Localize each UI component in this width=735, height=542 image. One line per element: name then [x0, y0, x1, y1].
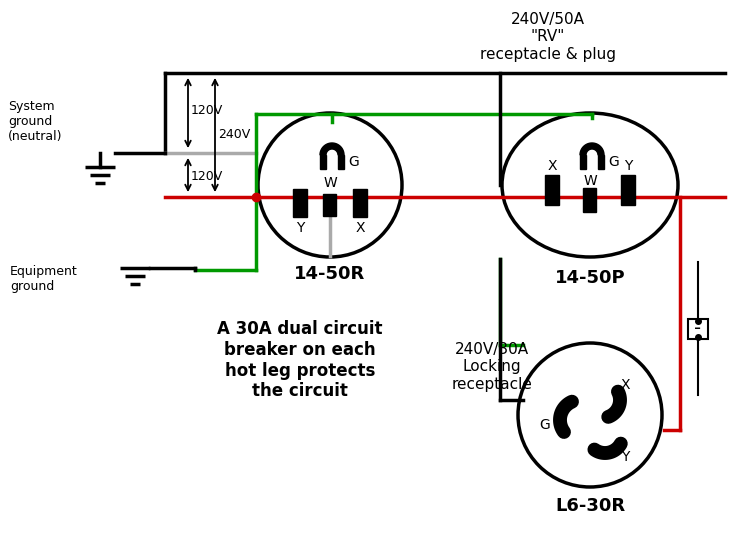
Polygon shape: [320, 155, 326, 169]
Bar: [621, 175, 635, 205]
Circle shape: [518, 343, 662, 487]
Text: 240V/30A
Locking
receptacle: 240V/30A Locking receptacle: [451, 342, 532, 392]
Text: Y: Y: [624, 159, 632, 173]
Polygon shape: [320, 143, 344, 155]
Circle shape: [258, 113, 402, 257]
Text: 14-50R: 14-50R: [295, 265, 365, 283]
Text: 120V: 120V: [191, 171, 223, 184]
Text: X: X: [620, 378, 630, 392]
Text: 14-50P: 14-50P: [555, 269, 625, 287]
Polygon shape: [338, 155, 344, 169]
Text: -: -: [695, 319, 702, 338]
Polygon shape: [580, 155, 586, 169]
Text: G: G: [348, 155, 359, 169]
Text: X: X: [355, 221, 365, 235]
Text: X: X: [548, 159, 556, 173]
Bar: [323, 194, 337, 216]
Text: G: G: [608, 155, 619, 169]
Text: 240V/50A
"RV"
receptacle & plug: 240V/50A "RV" receptacle & plug: [480, 12, 616, 62]
Text: 120V: 120V: [191, 105, 223, 118]
Polygon shape: [598, 155, 604, 169]
Text: System
ground
(neutral): System ground (neutral): [8, 100, 62, 143]
Text: 240V: 240V: [218, 128, 250, 141]
Text: Equipment
ground: Equipment ground: [10, 265, 78, 293]
Text: Y: Y: [621, 450, 629, 464]
Text: W: W: [583, 174, 597, 188]
Bar: [293, 189, 307, 217]
Bar: [353, 189, 367, 217]
Text: Y: Y: [295, 221, 304, 235]
Ellipse shape: [502, 113, 678, 257]
Polygon shape: [580, 143, 604, 155]
Text: A 30A dual circuit
breaker on each
hot leg protects
the circuit: A 30A dual circuit breaker on each hot l…: [218, 320, 383, 401]
Text: L6-30R: L6-30R: [555, 497, 625, 515]
Text: W: W: [323, 176, 337, 190]
Bar: [584, 188, 597, 212]
Bar: [688, 319, 708, 339]
Text: G: G: [539, 418, 551, 432]
Bar: [545, 175, 559, 205]
